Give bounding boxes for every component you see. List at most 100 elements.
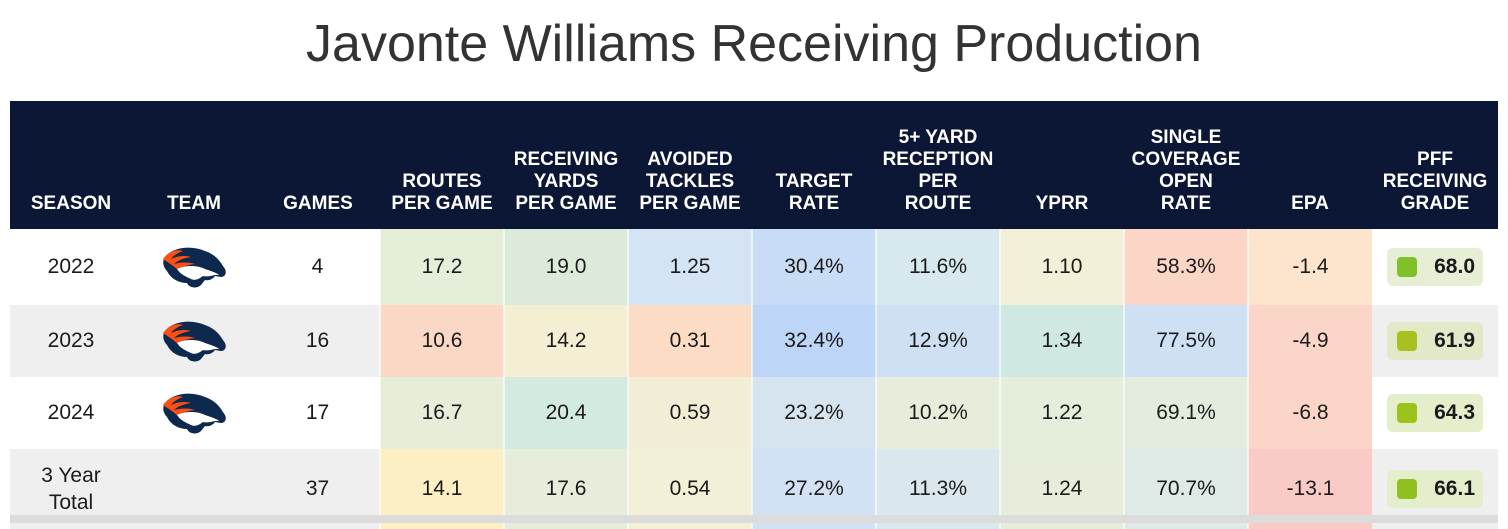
cell-team xyxy=(132,305,256,377)
cell-team xyxy=(132,377,256,449)
column-header-text: PER GAME xyxy=(639,193,741,214)
column-header-text: RECEPTION xyxy=(882,149,994,170)
column-header-single-coverage-open-rate: SINGLE COVERAGE OPEN RATE xyxy=(1124,101,1248,229)
column-header-text: ROUTES xyxy=(402,171,482,192)
cell-yprr: 1.22 xyxy=(999,377,1124,449)
column-header-text: GAMES xyxy=(283,193,353,214)
season-text: Total xyxy=(48,491,94,514)
grade-value: 68.0 xyxy=(1434,255,1475,278)
table-row: 2024 17 16.7 20.4 0.59 23.2% 10.2% 1.22 69.1% -6.… xyxy=(10,377,1498,449)
column-header-text: COVERAGE xyxy=(1131,149,1241,170)
grade-color-indicator-icon xyxy=(1397,331,1417,351)
column-header-games: GAMES xyxy=(256,101,380,229)
cell-season: 2022 xyxy=(10,229,132,305)
page-title: Javonte Williams Receiving Production xyxy=(306,15,1202,73)
cell-season: 2024 xyxy=(10,377,132,449)
broncos-logo-icon xyxy=(159,391,229,435)
cell-epa: -1.4 xyxy=(1247,229,1372,305)
season-text: 2023 xyxy=(47,329,95,352)
cell-five-yard-reception-per-route: 11.6% xyxy=(875,229,1000,305)
cell-epa: -6.8 xyxy=(1247,377,1372,449)
cell-avoided-tackles-per-game: 0.59 xyxy=(627,377,752,449)
column-header-text: TACKLES xyxy=(645,171,735,192)
cell-five-yard-reception-per-route: 10.2% xyxy=(875,377,1000,449)
grade-value: 64.3 xyxy=(1434,401,1475,424)
cell-receiving-yards-per-game: 19.0 xyxy=(503,229,628,305)
column-header-text: TARGET xyxy=(775,171,853,192)
column-header-season: SEASON xyxy=(10,101,132,229)
column-header-text: 5+ YARD xyxy=(898,127,978,148)
column-header-text: TEAM xyxy=(167,193,221,214)
column-header-routes-per-game: ROUTES PER GAME xyxy=(380,101,504,229)
cell-season: 2023 xyxy=(10,305,132,377)
cell-games: 17 xyxy=(256,377,380,449)
season-text: 2024 xyxy=(47,401,95,424)
cell-epa: -4.9 xyxy=(1247,305,1372,377)
column-header-text: OPEN xyxy=(1159,171,1213,192)
cell-routes-per-game: 10.6 xyxy=(379,305,504,377)
broncos-logo-icon xyxy=(159,245,229,289)
column-header-text: RECEIVING xyxy=(1382,171,1488,192)
column-header-text: PER GAME xyxy=(515,193,617,214)
column-header-epa: EPA xyxy=(1248,101,1372,229)
cell-pff-receiving-grade: 64.3 xyxy=(1372,377,1498,449)
table-row: 2023 16 10.6 14.2 0.31 32.4% 12.9% 1.34 77.5% -4.… xyxy=(10,305,1498,377)
column-header-text: SEASON xyxy=(30,193,112,214)
column-header-text: YPRR xyxy=(1035,193,1089,214)
cell-avoided-tackles-per-game: 0.31 xyxy=(627,305,752,377)
cell-pff-receiving-grade: 68.0 xyxy=(1372,229,1498,305)
column-header-avoided-tackles-per-game: AVOIDED TACKLES PER GAME xyxy=(628,101,752,229)
cell-games: 16 xyxy=(256,305,380,377)
grade-value: 66.1 xyxy=(1434,477,1475,500)
table-row: 2022 4 17.2 19.0 1.25 30.4% 11.6% 1.10 58.3% -1.4… xyxy=(10,229,1498,305)
cell-single-coverage-open-rate: 69.1% xyxy=(1123,377,1248,449)
column-header-receiving-yards-per-game: RECEIVING YARDS PER GAME xyxy=(504,101,628,229)
cell-yprr: 1.34 xyxy=(999,305,1124,377)
grade-badge: 61.9 xyxy=(1387,322,1483,360)
cell-yprr: 1.10 xyxy=(999,229,1124,305)
column-header-text: PER xyxy=(918,171,958,192)
cell-pff-receiving-grade: 61.9 xyxy=(1372,305,1498,377)
column-header-target-rate: TARGET RATE xyxy=(752,101,876,229)
cell-target-rate: 23.2% xyxy=(751,377,876,449)
column-header-text: AVOIDED xyxy=(647,149,733,170)
grade-badge: 68.0 xyxy=(1387,248,1483,286)
cell-five-yard-reception-per-route: 12.9% xyxy=(875,305,1000,377)
column-header-text: EPA xyxy=(1291,193,1329,214)
grade-color-indicator-icon xyxy=(1397,257,1417,277)
cell-team xyxy=(132,229,256,305)
receiving-stats-table: SEASON TEAM GAMES ROUTES PER GAME RECEIVING YA… xyxy=(10,101,1498,529)
cell-routes-per-game: 16.7 xyxy=(379,377,504,449)
column-header-yprr: YPRR xyxy=(1000,101,1124,229)
table-header-row: SEASON TEAM GAMES ROUTES PER GAME RECEIVING YA… xyxy=(10,101,1498,229)
column-header-five-yard-reception-per-route: 5+ YARD RECEPTION PER ROUTE xyxy=(876,101,1000,229)
grade-color-indicator-icon xyxy=(1397,403,1417,423)
column-header-team: TEAM xyxy=(132,101,256,229)
season-text: 3 Year xyxy=(41,464,101,487)
cell-single-coverage-open-rate: 77.5% xyxy=(1123,305,1248,377)
column-header-text: ROUTE xyxy=(904,193,972,214)
cell-target-rate: 32.4% xyxy=(751,305,876,377)
cell-routes-per-game: 17.2 xyxy=(379,229,504,305)
broncos-logo-icon xyxy=(159,319,229,363)
column-header-text: GRADE xyxy=(1400,193,1470,214)
column-header-text: PFF xyxy=(1417,149,1453,170)
cell-target-rate: 30.4% xyxy=(751,229,876,305)
cell-receiving-yards-per-game: 14.2 xyxy=(503,305,628,377)
cell-avoided-tackles-per-game: 1.25 xyxy=(627,229,752,305)
table-bottom-border xyxy=(10,515,1498,523)
cell-single-coverage-open-rate: 58.3% xyxy=(1123,229,1248,305)
season-text: 2022 xyxy=(47,255,95,278)
grade-badge: 66.1 xyxy=(1387,470,1483,508)
column-header-text: SINGLE xyxy=(1150,127,1222,148)
column-header-text: PER GAME xyxy=(391,193,493,214)
column-header-pff-receiving-grade: PFF RECEIVING GRADE xyxy=(1372,101,1498,229)
grade-color-indicator-icon xyxy=(1397,479,1417,499)
cell-games: 4 xyxy=(256,229,380,305)
column-header-text: YARDS xyxy=(533,171,599,192)
grade-value: 61.9 xyxy=(1434,329,1475,352)
column-header-text: RECEIVING xyxy=(513,149,619,170)
column-header-text: RATE xyxy=(1160,193,1212,214)
cell-receiving-yards-per-game: 20.4 xyxy=(503,377,628,449)
column-header-text: RATE xyxy=(788,193,840,214)
